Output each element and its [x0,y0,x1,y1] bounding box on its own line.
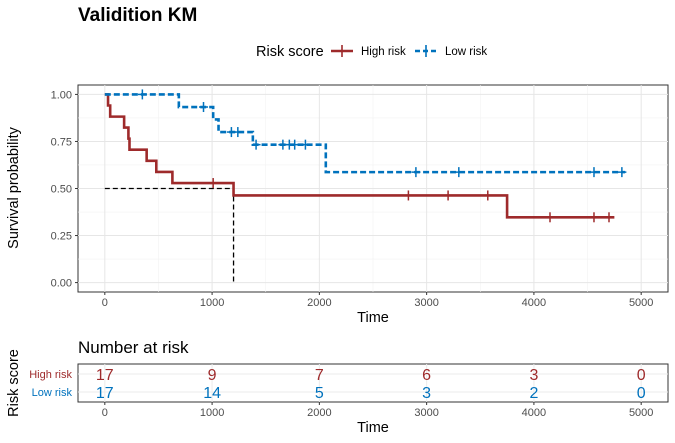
legend-title: Risk score [256,44,324,60]
x-tick-label: 0 [102,297,108,309]
y-axis-ticks: 0.00 0.25 0.50 0.75 1.00 [51,89,78,290]
censor-mark-low-risk [589,167,599,178]
censor-mark-high-risk [545,212,555,223]
risk-count-high-risk: 6 [422,367,431,384]
risk-table-x-tick-label: 2000 [307,407,331,419]
censor-mark-low-risk [300,139,310,150]
x-tick-label: 1000 [200,297,224,309]
risk-count-low-risk: 0 [637,385,646,402]
risk-table-x-tick-label: 3000 [414,407,438,419]
y-tick-label: 0.50 [51,184,72,196]
legend-key-low-risk [415,45,437,57]
risk-count-high-risk: 7 [315,367,324,384]
censor-mark-low-risk [454,167,464,178]
median-reference-lines [104,187,235,283]
risk-count-low-risk: 14 [203,385,221,402]
risk-table-title: Number at risk [78,338,189,357]
km-curve-low-risk [104,93,626,174]
km-grid [78,85,668,292]
risk-table-x-label: Time [357,420,389,436]
risk-table-x-ticks: 0 1000 2000 3000 4000 5000 [102,402,653,419]
x-tick-label: 4000 [522,297,546,309]
km-curve-high-risk [104,93,615,219]
km-series-group [104,89,627,223]
censor-mark-low-risk [251,139,261,150]
legend: Risk score High risk Low risk [256,44,487,60]
censor-mark-high-risk [589,212,599,223]
y-tick-label: 0.75 [51,136,72,148]
x-axis-ticks: 0 1000 2000 3000 4000 5000 [102,292,653,309]
risk-count-low-risk: 17 [96,385,114,402]
risk-count-high-risk: 3 [529,367,538,384]
censor-mark-high-risk [403,190,413,201]
risk-count-high-risk: 0 [637,367,646,384]
risk-table-x-tick-label: 5000 [629,407,653,419]
chart-title: Validition KM [78,5,197,26]
y-tick-label: 0.00 [51,278,72,290]
x-axis-label: Time [357,310,389,326]
risk-count-high-risk: 17 [96,367,114,384]
censor-mark-low-risk [233,127,243,138]
y-tick-label: 0.25 [51,231,72,243]
x-tick-label: 2000 [307,297,331,309]
risk-table-row-label-high-risk: High risk [29,369,72,381]
legend-label-high-risk: High risk [361,46,406,58]
censor-mark-high-risk [208,178,218,189]
risk-table-x-tick-label: 1000 [200,407,224,419]
risk-count-low-risk: 5 [315,385,324,402]
y-axis-label: Survival probability [6,126,22,248]
risk-table-x-tick-label: 0 [102,407,108,419]
censor-mark-high-risk [443,190,453,201]
risk-count-low-risk: 3 [422,385,431,402]
risk-count-low-risk: 2 [529,385,538,402]
x-tick-label: 5000 [629,297,653,309]
y-tick-label: 1.00 [51,89,72,101]
x-tick-label: 3000 [414,297,438,309]
risk-table-y-label: Risk score [6,349,22,417]
risk-table-panel [77,363,669,403]
legend-key-high-risk [331,45,353,57]
km-plot: 0.00 0.25 0.50 0.75 1.00 0 1000 2000 3000 4000 50… [6,84,669,326]
risk-table-grid [78,364,668,402]
censor-mark-low-risk [290,139,300,150]
censor-mark-low-risk [199,102,209,113]
legend-label-low-risk: Low risk [445,46,487,58]
censor-mark-low-risk [411,167,421,178]
risk-count-high-risk: 9 [208,367,217,384]
censor-mark-high-risk [483,190,493,201]
censor-mark-low-risk [137,89,147,100]
censor-mark-high-risk [604,212,614,223]
censor-mark-low-risk [617,167,627,178]
risk-table-row-label-low-risk: Low risk [32,387,73,399]
risk-table-x-tick-label: 4000 [522,407,546,419]
